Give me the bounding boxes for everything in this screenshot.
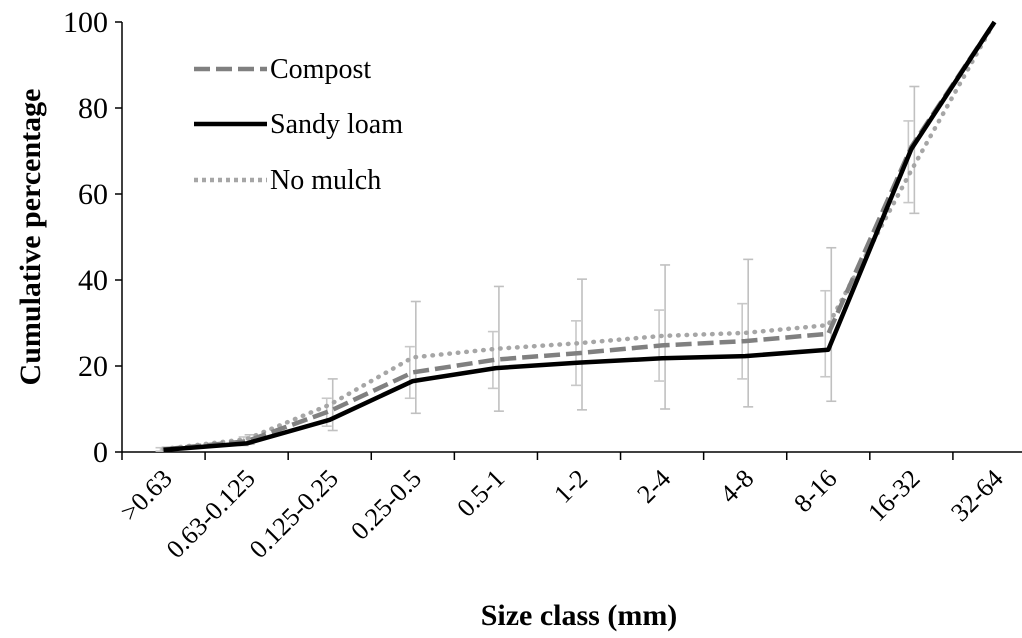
x-tick-label: >0.63 — [115, 464, 178, 527]
x-tick-label: 32-64 — [945, 464, 1008, 527]
y-tick-label: 100 — [63, 6, 108, 39]
x-tick-label: 0.63-0.125 — [161, 464, 261, 564]
x-tick-label: 2-4 — [631, 464, 676, 509]
error-bars — [155, 85, 920, 452]
series-line-sandy-loam — [163, 20, 997, 453]
x-tick-label: 0.5-1 — [451, 464, 510, 523]
y-axis-title: Cumulative percentage — [14, 89, 47, 386]
x-tick-label: 0.125-0.25 — [244, 464, 344, 564]
y-tick-label: 20 — [78, 350, 108, 383]
y-ticks: 0 20 40 60 80 100 — [63, 6, 122, 469]
x-axis-title: Size class (mm) — [481, 599, 678, 632]
x-tick-label: 8-16 — [788, 464, 842, 518]
y-tick-label: 40 — [78, 264, 108, 297]
series-lines — [161, 19, 997, 453]
x-tick-label: 4-8 — [714, 464, 759, 509]
legend: Compost Sandy loam No mulch — [194, 54, 403, 196]
series-line-no-mulch — [161, 19, 997, 452]
x-tick-label: 16-32 — [862, 464, 925, 527]
x-tick-label: 0.25-0.5 — [345, 464, 427, 546]
x-tick-label: 1-2 — [548, 464, 593, 509]
y-tick-label: 60 — [78, 178, 108, 211]
legend-label-compost: Compost — [270, 54, 371, 85]
legend-label-sandy-loam: Sandy loam — [270, 109, 403, 140]
y-tick-label: 80 — [78, 92, 108, 125]
legend-label-no-mulch: No mulch — [270, 165, 381, 196]
y-tick-label: 0 — [93, 436, 108, 469]
series-line-compost — [163, 20, 997, 452]
